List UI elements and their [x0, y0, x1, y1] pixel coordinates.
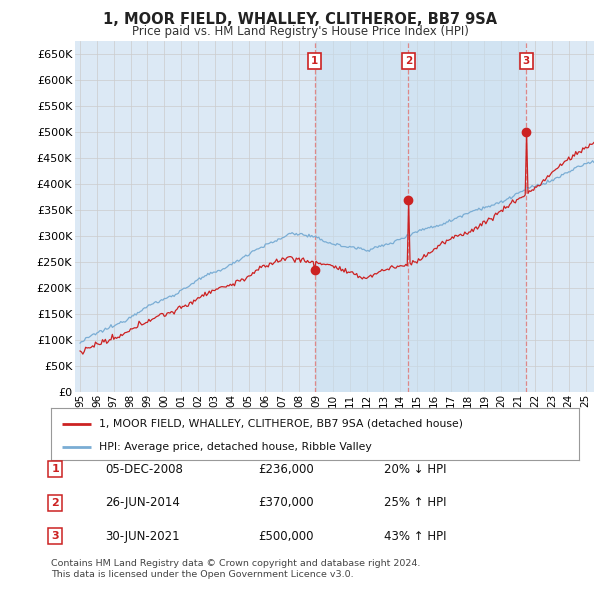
Text: 2: 2 — [52, 498, 59, 507]
Bar — [314, 41, 409, 392]
Text: £236,000: £236,000 — [258, 463, 314, 476]
Text: 43% ↑ HPI: 43% ↑ HPI — [384, 530, 446, 543]
Text: 1, MOOR FIELD, WHALLEY, CLITHEROE, BB7 9SA (detached house): 1, MOOR FIELD, WHALLEY, CLITHEROE, BB7 9… — [98, 419, 463, 429]
Text: Price paid vs. HM Land Registry's House Price Index (HPI): Price paid vs. HM Land Registry's House … — [131, 25, 469, 38]
Text: £370,000: £370,000 — [258, 496, 314, 509]
Text: HPI: Average price, detached house, Ribble Valley: HPI: Average price, detached house, Ribb… — [98, 442, 371, 452]
Text: 30-JUN-2021: 30-JUN-2021 — [105, 530, 179, 543]
Text: 3: 3 — [52, 532, 59, 541]
Text: £500,000: £500,000 — [258, 530, 314, 543]
Text: 20% ↓ HPI: 20% ↓ HPI — [384, 463, 446, 476]
Text: 05-DEC-2008: 05-DEC-2008 — [105, 463, 183, 476]
Text: 1, MOOR FIELD, WHALLEY, CLITHEROE, BB7 9SA: 1, MOOR FIELD, WHALLEY, CLITHEROE, BB7 9… — [103, 12, 497, 27]
Text: 25% ↑ HPI: 25% ↑ HPI — [384, 496, 446, 509]
Text: Contains HM Land Registry data © Crown copyright and database right 2024.: Contains HM Land Registry data © Crown c… — [51, 559, 421, 568]
Bar — [409, 41, 526, 392]
Text: This data is licensed under the Open Government Licence v3.0.: This data is licensed under the Open Gov… — [51, 571, 353, 579]
Text: 2: 2 — [405, 56, 412, 66]
Text: 26-JUN-2014: 26-JUN-2014 — [105, 496, 180, 509]
Text: 1: 1 — [311, 56, 318, 66]
Text: 1: 1 — [52, 464, 59, 474]
Text: 3: 3 — [523, 56, 530, 66]
